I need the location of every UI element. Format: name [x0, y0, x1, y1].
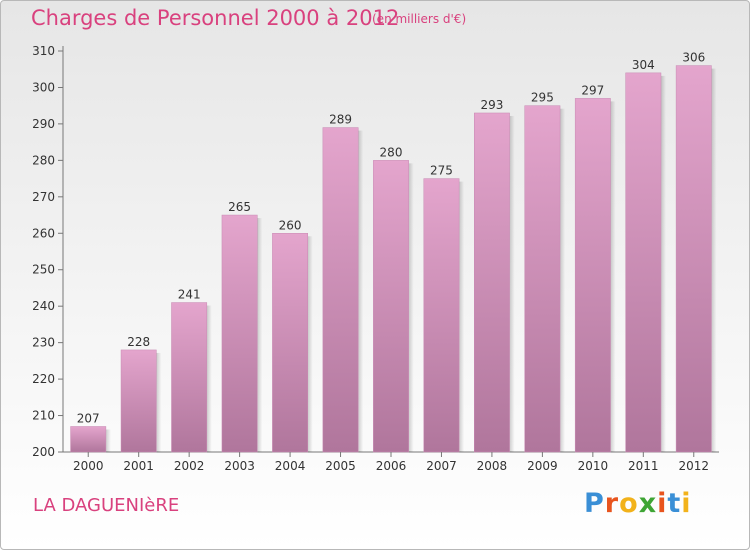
logo-letter: t: [667, 488, 682, 519]
bar: [474, 112, 510, 453]
logo-letter: P: [584, 488, 605, 519]
proxiti-logo: Proxiti: [584, 488, 692, 519]
bar: [171, 302, 208, 453]
unit-note: (en milliers d'€): [372, 12, 467, 26]
bar-value-label: 304: [632, 58, 655, 72]
y-tick-label: 220: [32, 372, 55, 386]
bar-value-label: 289: [329, 113, 352, 127]
bar-value-label: 293: [480, 98, 503, 112]
x-tick-label: 2011: [628, 459, 659, 473]
x-tick-label: 2000: [73, 459, 104, 473]
bar: [120, 349, 157, 453]
x-tick-label: 2002: [174, 459, 205, 473]
logo-letter: o: [619, 488, 639, 519]
bar-shadow: [105, 429, 111, 452]
y-tick-label: 310: [32, 44, 55, 58]
bar: [322, 127, 359, 453]
bar-shadow: [307, 236, 313, 452]
x-tick-label: 2010: [578, 459, 609, 473]
x-tick-label: 2009: [527, 459, 558, 473]
bar: [70, 426, 107, 453]
y-tick-label: 280: [32, 153, 55, 167]
logo-letter: x: [638, 488, 658, 519]
bar-shadow: [257, 218, 263, 452]
y-tick-label: 300: [32, 80, 55, 94]
x-tick-label: 2004: [275, 459, 306, 473]
y-tick-label: 240: [32, 299, 55, 313]
y-tick-label: 230: [32, 336, 55, 350]
bar: [524, 105, 561, 453]
bar: [373, 160, 409, 453]
bar: [675, 65, 712, 453]
x-tick-label: 2007: [426, 459, 457, 473]
bar-value-label: 207: [77, 411, 100, 425]
y-tick-label: 290: [32, 117, 55, 131]
bar-shadow: [560, 108, 566, 452]
x-tick-label: 2005: [325, 459, 356, 473]
bar-shadow: [509, 115, 515, 453]
bar-value-label: 260: [279, 218, 302, 232]
x-tick-label: 2003: [224, 459, 255, 473]
logo-letter: i: [657, 488, 668, 519]
bar-value-label: 295: [531, 91, 554, 105]
bar-value-label: 241: [178, 288, 201, 302]
bar-value-label: 297: [581, 83, 604, 97]
bar-shadow: [156, 352, 162, 452]
x-tick-label: 2008: [477, 459, 508, 473]
bar: [221, 214, 258, 453]
bar-shadow: [711, 68, 717, 452]
x-tick-label: 2001: [123, 459, 154, 473]
bar-value-label: 265: [228, 200, 251, 214]
logo-letter: i: [681, 488, 692, 519]
bar-value-label: 275: [430, 164, 453, 178]
bar-shadow: [408, 163, 414, 452]
commune-name: LA DAGUENIèRE: [33, 495, 180, 516]
bar-value-label: 228: [127, 335, 150, 349]
bar-shadow: [358, 130, 364, 452]
x-tick-label: 2006: [376, 459, 407, 473]
bar-shadow: [660, 75, 666, 452]
logo-letter: r: [604, 488, 620, 519]
bar: [574, 98, 611, 453]
bar-shadow: [610, 101, 616, 453]
x-tick-label: 2012: [678, 459, 709, 473]
y-tick-label: 250: [32, 263, 55, 277]
y-tick-label: 270: [32, 190, 55, 204]
y-tick-label: 200: [32, 445, 55, 459]
bar-shadow: [206, 305, 212, 452]
bar: [272, 233, 308, 453]
bar: [423, 178, 460, 453]
bar-value-label: 306: [682, 51, 705, 65]
bar: [625, 72, 662, 453]
y-tick-label: 260: [32, 226, 55, 240]
bar-value-label: 280: [380, 145, 403, 159]
y-tick-label: 210: [32, 409, 55, 423]
chart-title: Charges de Personnel 2000 à 2012: [31, 6, 400, 30]
bar-shadow: [459, 181, 465, 452]
